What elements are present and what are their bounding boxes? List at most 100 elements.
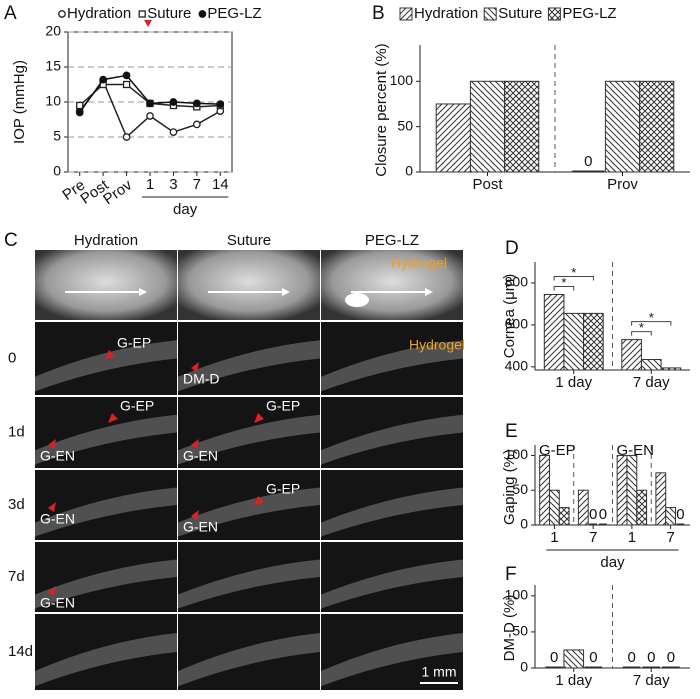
data-label: 0 [647, 649, 655, 666]
image-annotation: G-EP [266, 481, 300, 497]
cornea-band [178, 487, 320, 537]
column-header: Suture [227, 232, 271, 249]
data-label: 0 [627, 649, 635, 666]
significance-bracket [631, 331, 652, 336]
red-arrowhead [105, 350, 115, 360]
y-axis-label: IOP (mmHg) [11, 60, 28, 144]
cornea-band [178, 414, 320, 465]
x-tick-label: 1 [146, 176, 154, 193]
cornea-band [35, 340, 177, 392]
cornea-band [35, 414, 177, 465]
marker [122, 71, 131, 80]
bar [583, 312, 604, 371]
bar [563, 649, 585, 669]
y-axis-label: Gaping (%) [501, 449, 518, 525]
bar [548, 489, 560, 526]
cornea-band [35, 487, 177, 537]
red-arrowhead [254, 413, 264, 423]
bar [539, 454, 550, 526]
red-arrowhead [191, 362, 199, 372]
bar [636, 489, 648, 526]
bar [563, 312, 585, 371]
y-axis-label: Closure percent (%) [373, 43, 390, 176]
y-axis-label: Cornea (μm) [501, 274, 518, 359]
panel-label: E [505, 421, 518, 442]
cornea-band [321, 414, 463, 465]
marker [169, 128, 178, 136]
arrow-head [425, 288, 433, 296]
y-tick-label: 0 [53, 163, 61, 179]
red-arrowhead [48, 439, 56, 449]
image-annotation: G-EN [183, 448, 218, 464]
cornea-band [321, 559, 463, 609]
y-tick-label: 400 [505, 358, 529, 374]
red-arrowhead [254, 496, 264, 506]
x-tick-label: 1 [550, 529, 558, 546]
y-axis-label: DM-D (%) [501, 595, 518, 662]
marker [122, 133, 131, 141]
bar [660, 367, 682, 371]
y-tick-label: 5 [53, 128, 61, 144]
marker [193, 120, 201, 129]
image-annotation: G-EN [40, 448, 75, 464]
data-label: 0 [550, 649, 558, 666]
red-arrowhead [48, 502, 56, 512]
fundus-image [321, 250, 463, 320]
fundus-image [178, 250, 320, 320]
cornea-band [321, 487, 463, 537]
bar [621, 339, 642, 371]
bar [665, 507, 677, 526]
bar [626, 454, 638, 526]
x-tick-label: Post [472, 176, 503, 193]
x-tick-label: 7 [666, 529, 674, 546]
marker [146, 99, 154, 108]
row-label: 7d [8, 568, 25, 585]
x-tick-label: 7 [193, 176, 201, 193]
y-tick-label: 600 [505, 316, 529, 332]
red-arrowhead [48, 586, 56, 596]
marker [122, 80, 131, 89]
panel-label: F [505, 564, 517, 585]
y-tick-label: 15 [45, 58, 61, 74]
red-marker [144, 20, 152, 27]
y-tick-label: 100 [505, 587, 529, 603]
legend-label: Hydration [67, 5, 131, 22]
x-tick-label: 1 day [555, 672, 592, 689]
cornea-band [35, 559, 177, 609]
row-label: 3d [8, 496, 25, 513]
data-label: 0 [667, 649, 675, 666]
x-group-label: day [173, 201, 198, 218]
legend-swatch [547, 7, 561, 21]
fundus-image [35, 250, 177, 320]
bar [604, 80, 641, 173]
x-tick-label: 3 [169, 176, 177, 193]
y-tick-label: 100 [505, 446, 529, 462]
cornea-band [178, 559, 320, 609]
legend-swatch [483, 7, 497, 21]
panel-label: A [4, 3, 17, 24]
significance-label: * [639, 320, 644, 335]
y-tick-label: 50 [512, 623, 528, 639]
x-tick-label: 1 day [555, 374, 592, 391]
image-annotation: G-EN [40, 595, 75, 611]
bar [543, 294, 565, 371]
group-label: G-EP [539, 442, 576, 459]
significance-bracket [631, 321, 672, 326]
x-tick-label: 7 day [633, 672, 670, 689]
image-annotation: G-EN [40, 511, 75, 527]
significance-label: * [561, 275, 566, 290]
significance-bracket [553, 276, 594, 281]
legend-swatch [399, 7, 413, 21]
image-annotation: DM-D [183, 371, 220, 387]
bar [616, 454, 628, 526]
image-annotation: G-EN [183, 519, 218, 535]
bar [469, 80, 506, 173]
marker [193, 99, 201, 108]
column-header: PEG-LZ [365, 232, 419, 249]
y-tick-label: 800 [505, 274, 529, 290]
cornea-band [178, 633, 320, 687]
data-label: 0 [584, 153, 592, 170]
cornea-band [178, 340, 320, 392]
bar [639, 80, 675, 173]
marker [76, 101, 84, 110]
